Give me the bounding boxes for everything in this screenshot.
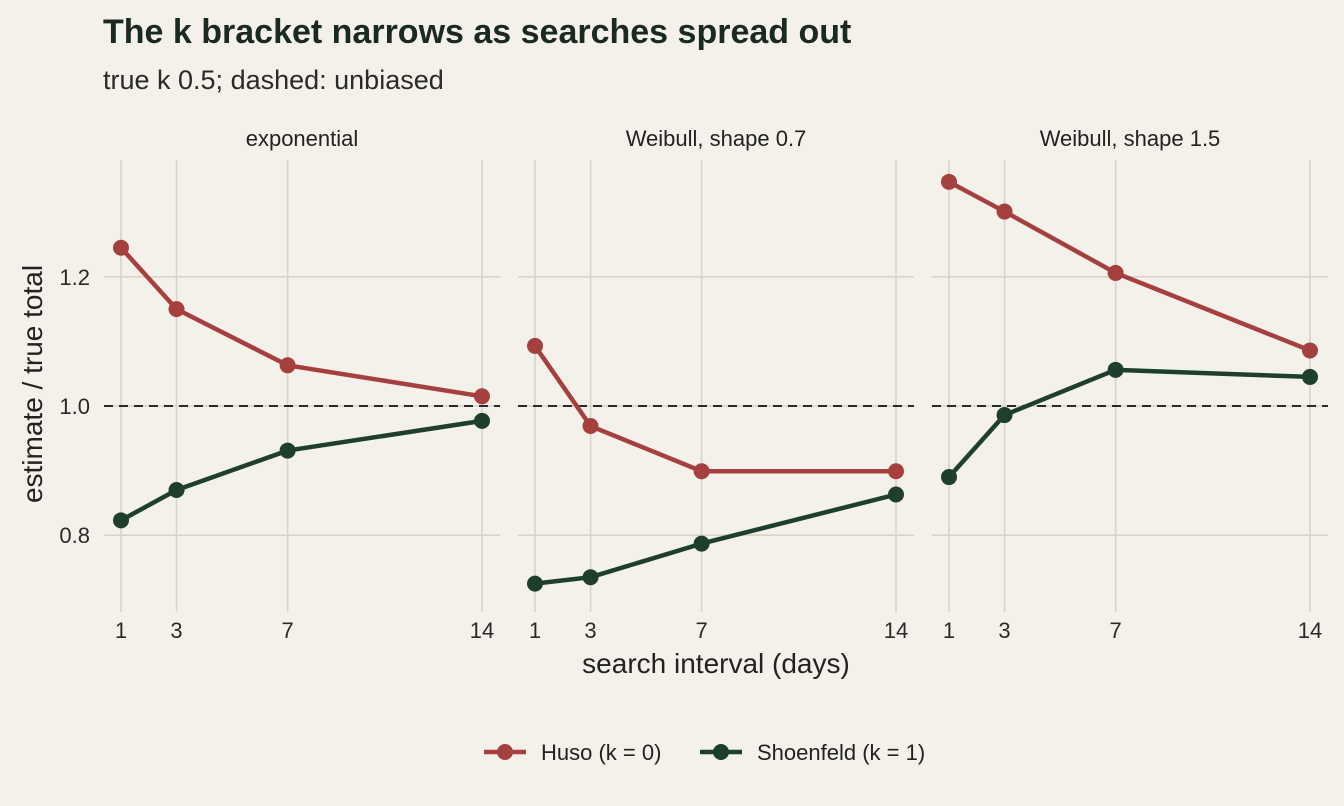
data-point bbox=[693, 535, 710, 552]
data-point bbox=[168, 301, 185, 318]
x-tick-label: 14 bbox=[884, 618, 908, 643]
data-point bbox=[474, 388, 490, 405]
x-tick-label: 1 bbox=[115, 618, 127, 643]
y-tick-label: 1.2 bbox=[59, 265, 90, 290]
y-axis-ticks: 0.8 1.0 1.2 bbox=[59, 265, 90, 548]
x-tick-label: 7 bbox=[281, 618, 293, 643]
legend: Huso (k = 0) Shoenfeld (k = 1) bbox=[484, 740, 925, 765]
data-point bbox=[474, 412, 490, 429]
series-huso bbox=[113, 239, 490, 405]
x-tick-label: 14 bbox=[470, 618, 494, 643]
data-point bbox=[1302, 368, 1318, 385]
series-shoenfeld bbox=[941, 361, 1318, 486]
data-point bbox=[996, 407, 1013, 424]
series-line bbox=[534, 492, 897, 586]
series-shoenfeld bbox=[113, 412, 490, 529]
data-point bbox=[941, 469, 957, 486]
x-tick-label: 1 bbox=[943, 618, 955, 643]
data-point bbox=[941, 173, 957, 190]
data-point bbox=[582, 569, 599, 586]
x-tick-label: 3 bbox=[998, 618, 1010, 643]
x-axis-title: search interval (days) bbox=[582, 648, 850, 679]
data-point bbox=[693, 463, 710, 480]
data-point bbox=[888, 463, 904, 480]
y-tick-label: 1.0 bbox=[59, 394, 90, 419]
x-tick-label: 14 bbox=[1298, 618, 1322, 643]
chart-subtitle: true k 0.5; dashed: unbiased bbox=[103, 65, 444, 95]
y-tick-label: 0.8 bbox=[59, 523, 90, 548]
legend-item: Shoenfeld (k = 1) bbox=[700, 740, 925, 765]
x-tick-label: 7 bbox=[695, 618, 707, 643]
legend-label: Huso (k = 0) bbox=[541, 740, 661, 765]
series-huso bbox=[527, 337, 904, 480]
series-shoenfeld bbox=[527, 486, 904, 592]
series-line bbox=[947, 179, 1311, 353]
y-axis-title: estimate / true total bbox=[17, 265, 48, 503]
panel-1: exponential 1 3 7 14 bbox=[104, 126, 500, 643]
series-huso bbox=[941, 173, 1318, 359]
panel-label: Weibull, shape 0.7 bbox=[626, 126, 807, 151]
legend-key-point bbox=[713, 744, 729, 760]
chart-title: The k bracket narrows as searches spread… bbox=[103, 13, 851, 51]
x-tick-label: 7 bbox=[1109, 618, 1121, 643]
legend-label: Shoenfeld (k = 1) bbox=[757, 740, 925, 765]
panel-label: Weibull, shape 1.5 bbox=[1040, 126, 1221, 151]
data-point bbox=[527, 337, 543, 354]
legend-item: Huso (k = 0) bbox=[484, 740, 661, 765]
legend-key-point bbox=[497, 744, 513, 760]
data-point bbox=[279, 357, 296, 374]
data-point bbox=[168, 481, 185, 498]
series-line bbox=[119, 418, 483, 523]
data-point bbox=[279, 442, 296, 459]
x-tick-label: 3 bbox=[170, 618, 182, 643]
data-point bbox=[527, 575, 543, 592]
data-point bbox=[113, 239, 129, 256]
panel-2: Weibull, shape 0.7 1 3 7 14 bbox=[518, 126, 914, 643]
x-tick-label: 1 bbox=[529, 618, 541, 643]
series-line bbox=[119, 246, 483, 399]
data-point bbox=[582, 418, 599, 435]
series-line bbox=[947, 367, 1311, 479]
series-line bbox=[533, 344, 896, 474]
data-point bbox=[1107, 264, 1124, 281]
data-point bbox=[1302, 342, 1318, 359]
x-tick-label: 3 bbox=[584, 618, 596, 643]
data-point bbox=[996, 203, 1013, 220]
data-point bbox=[113, 512, 129, 529]
data-point bbox=[1107, 361, 1124, 378]
data-point bbox=[888, 486, 904, 503]
panel-3: Weibull, shape 1.5 1 3 7 14 bbox=[932, 126, 1328, 643]
panel-label: exponential bbox=[246, 126, 359, 151]
